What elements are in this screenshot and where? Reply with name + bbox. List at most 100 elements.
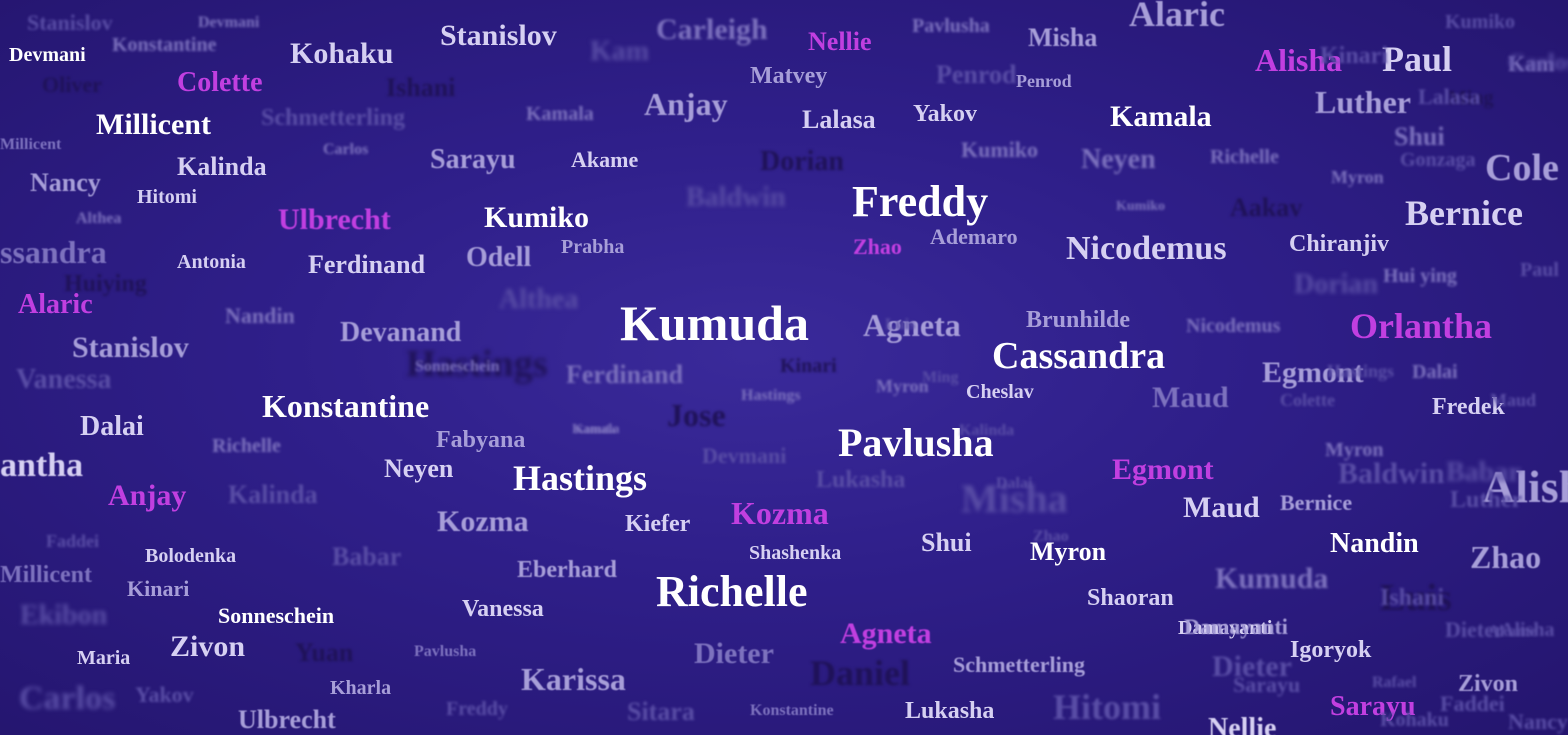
word-kam: Kam xyxy=(1508,51,1555,76)
word-ulbrecht: Ulbrecht xyxy=(238,705,336,734)
word-nandin: Nandin xyxy=(1330,528,1419,559)
word-kam: Kam xyxy=(590,36,650,67)
word-kumiko: Kumiko xyxy=(961,137,1039,162)
word-kamala: Kamala xyxy=(526,103,594,125)
word-dieter: Dieter xyxy=(1212,650,1292,683)
word-carlos: Carlos xyxy=(323,141,369,158)
word-faddei: Faddei xyxy=(46,531,100,551)
word-penrod: Penrod xyxy=(936,60,1017,89)
word-misha: Misha xyxy=(1028,23,1098,52)
word-sonneschein: Sonneschein xyxy=(218,603,335,628)
word-damayanti: Damayanti xyxy=(1178,617,1273,639)
word-schmetterling: Schmetterling xyxy=(953,652,1085,677)
word-dieter: Dieter xyxy=(694,637,774,670)
word-althea: Althea xyxy=(76,210,122,227)
word-matvey: Matvey xyxy=(750,63,828,89)
word-kinari: Kinari xyxy=(127,576,190,601)
word-kamala: Kamala xyxy=(575,422,616,436)
word-baldwin: Baldwin xyxy=(1338,457,1445,490)
word-kiefer: Kiefer xyxy=(625,511,691,537)
word-hui-ying: Hui ying xyxy=(1383,265,1457,287)
word-ulbrecht: Ulbrecht xyxy=(278,203,391,236)
word-kamala: Kamala xyxy=(1110,100,1212,133)
word-kalinda: Kalinda xyxy=(959,422,1015,439)
word-neyen: Neyen xyxy=(384,454,454,483)
word-nancy: Nancy xyxy=(1508,709,1568,734)
word-stanislov: Stanislov xyxy=(72,331,189,364)
word-ferdinand: Ferdinand xyxy=(566,360,684,389)
word-egmont: Egmont xyxy=(1262,356,1364,389)
word-devmani: Devmani xyxy=(702,443,787,468)
word-babar: Babar xyxy=(332,542,402,571)
word-prabha: Prabha xyxy=(561,236,625,258)
word-stanislov: Stanislov xyxy=(440,19,557,52)
word-yakov: Yakov xyxy=(135,682,194,707)
word-kalinda: Kalinda xyxy=(228,480,318,509)
word-kalinda: Kalinda xyxy=(177,152,267,181)
word-maud: Maud xyxy=(1183,491,1260,524)
word-hitomi: Hitomi xyxy=(1053,687,1161,727)
word-jose: Jose xyxy=(667,397,726,433)
word-kumuda: Kumuda xyxy=(620,295,809,351)
word-kumiko: Kumiko xyxy=(1445,11,1516,33)
word-bolodenka: Bolodenka xyxy=(145,545,237,567)
word-ishani: Ishani xyxy=(1380,585,1445,611)
word-dalai: Dalai xyxy=(1412,361,1458,383)
word-faddei: Faddei xyxy=(1440,691,1505,716)
word-alisha: Alisha xyxy=(1255,42,1343,78)
word-paul: Paul xyxy=(1382,39,1453,79)
word-ademaro: Ademaro xyxy=(930,224,1018,249)
word-maria: Maria xyxy=(77,647,131,669)
word-dorian: Dorian xyxy=(760,146,844,177)
word-millicent: Millicent xyxy=(96,108,211,141)
word-akame: Akame xyxy=(571,147,639,172)
word-kozma: Kozma xyxy=(731,495,829,531)
word-devmani: Devmani xyxy=(198,14,260,31)
word-babar: Babar xyxy=(1446,457,1521,488)
word-egmont: Egmont xyxy=(1112,453,1214,486)
word-myron: Myron xyxy=(1331,167,1384,187)
word-stanislov: Stanislov xyxy=(27,10,113,35)
word-nandin: Nandin xyxy=(225,303,295,328)
word-dieter: Dieter xyxy=(1445,617,1504,642)
word-antonia: Antonia xyxy=(177,251,246,273)
word-kohaku: Kohaku xyxy=(1380,709,1449,731)
word-nicodemus: Nicodemus xyxy=(1186,315,1281,337)
word-kohaku: Kohaku xyxy=(290,37,394,70)
word-paul: Paul xyxy=(1520,259,1559,281)
word-kinari: Kinari xyxy=(1320,43,1389,69)
word-sarayu: Sarayu xyxy=(1233,672,1301,697)
word-freddy: Freddy xyxy=(446,698,508,720)
word-agneta: Agneta xyxy=(863,307,961,343)
word-alisha: Alisha xyxy=(1482,461,1568,512)
word-sarayu: Sarayu xyxy=(1330,691,1416,722)
word-luis: Luis xyxy=(885,316,916,333)
word-ming: Ming xyxy=(1448,87,1494,109)
word-nellie: Nellie xyxy=(1208,713,1277,735)
word-althea: Althea xyxy=(499,284,579,315)
word-lalasa: Lalasa xyxy=(1418,84,1481,109)
word-shashenka: Shashenka xyxy=(749,542,842,564)
word-colette: Colette xyxy=(177,67,263,98)
word-maud: Maud xyxy=(1490,390,1537,410)
word-chiranjiv: Chiranjiv xyxy=(1289,231,1390,257)
word-shui: Shui xyxy=(921,528,972,557)
word-freddy: Freddy xyxy=(852,177,989,226)
word-penrod: Penrod xyxy=(1016,71,1072,91)
word-pavlusha: Pavlusha xyxy=(414,643,477,660)
word-carleigh: Carleigh xyxy=(656,13,768,46)
word-kharla: Kharla xyxy=(330,677,392,699)
word-odell: Odell xyxy=(466,242,532,273)
word-dorian: Dorian xyxy=(1294,269,1378,300)
word-aakav: Aakav xyxy=(1230,193,1303,222)
word-damayanti: Damayanti xyxy=(1184,614,1288,639)
word-myron: Myron xyxy=(1030,537,1107,566)
word-hastings: Hastings xyxy=(513,458,648,498)
word-huiying: Huiying xyxy=(64,271,147,297)
word-misha: Misha xyxy=(961,476,1068,521)
word-hastings: Hastings xyxy=(741,387,801,404)
word-cheslav: Cheslav xyxy=(966,381,1034,403)
word-sitara: Sitara xyxy=(627,697,695,726)
word-alaric: Alaric xyxy=(1129,0,1225,34)
